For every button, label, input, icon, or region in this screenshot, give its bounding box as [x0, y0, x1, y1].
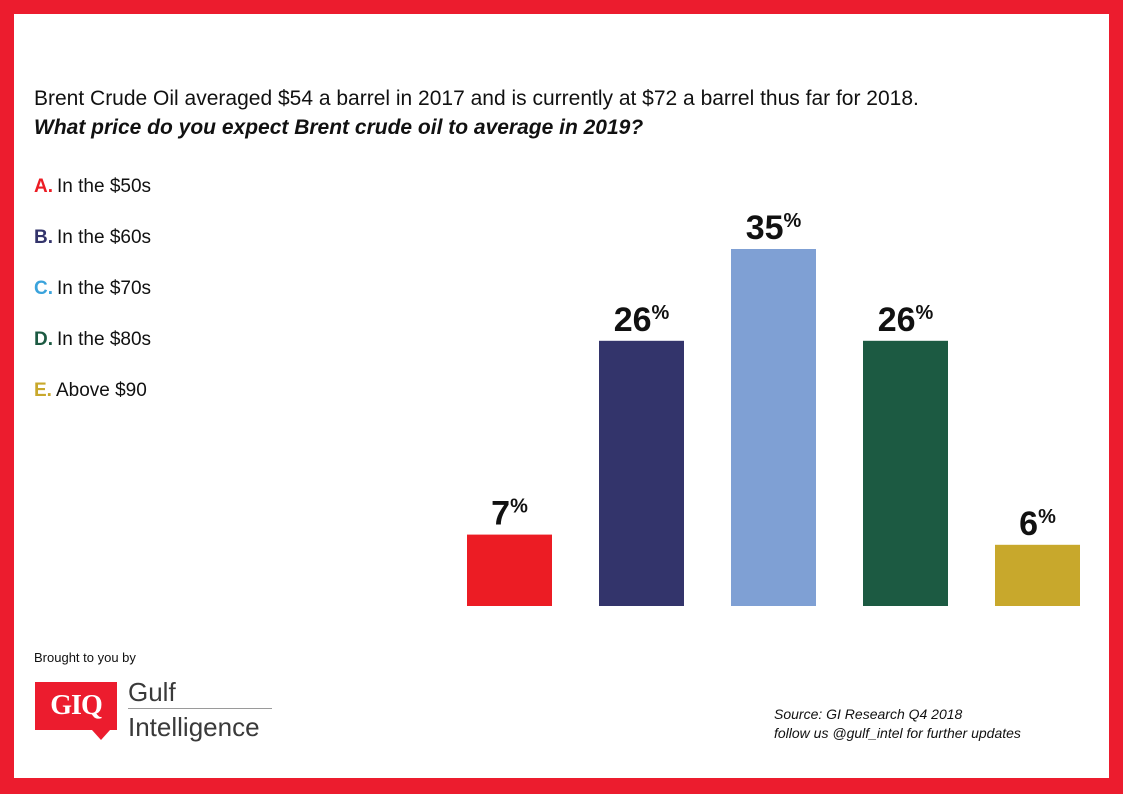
bar-value-label: 26% — [878, 301, 934, 339]
legend-item-c: C. In the $70s — [34, 278, 151, 329]
headline: Brent Crude Oil averaged $54 a barrel in… — [34, 84, 1074, 142]
legend-item-b: B. In the $60s — [34, 227, 151, 278]
legend-label: Above $90 — [55, 380, 147, 401]
legend-letter: E. — [34, 380, 52, 401]
bar-value-label: 7% — [491, 495, 528, 533]
logo-word-intelligence: Intelligence — [128, 712, 260, 742]
legend-label: In the $50s — [57, 176, 152, 197]
legend-letter: A. — [34, 176, 53, 197]
legend-item-a: A. In the $50s — [34, 176, 151, 227]
legend-item-d: D. In the $80s — [34, 329, 151, 380]
source-text: Source: GI Research Q4 2018 — [774, 706, 963, 722]
logo-speech-tail — [92, 730, 110, 740]
logo-word-gulf: Gulf — [128, 677, 176, 707]
legend: A. In the $50s B. In the $60s C. In the … — [34, 176, 151, 431]
bar-d — [863, 340, 948, 606]
bar-value-label: 35% — [746, 209, 802, 247]
bar-value-label: 26% — [614, 301, 670, 339]
legend-letter: D. — [34, 329, 53, 350]
legend-label: In the $60s — [57, 227, 152, 248]
bar-e — [995, 544, 1080, 606]
gulf-intelligence-logo: GIQ Gulf Intelligence — [34, 668, 294, 752]
legend-label: In the $80s — [57, 329, 152, 350]
legend-letter: C. — [34, 278, 53, 299]
headline-statement: Brent Crude Oil averaged $54 a barrel in… — [34, 87, 919, 110]
legend-item-e: E. Above $90 — [34, 380, 151, 431]
follow-text: follow us @gulf_intel for further update… — [774, 725, 1021, 741]
bar-b — [599, 340, 684, 606]
source-note: Source: GI Research Q4 2018 follow us @g… — [774, 705, 1021, 743]
giq-logo-mark: GIQ — [35, 682, 117, 730]
bar-c — [731, 249, 816, 606]
legend-label: In the $70s — [57, 278, 152, 299]
legend-letter: B. — [34, 227, 53, 248]
bar-value-label: 6% — [1019, 505, 1056, 543]
headline-question: What price do you expect Brent crude oil… — [34, 116, 644, 139]
logo-divider — [128, 708, 272, 709]
bar-a — [467, 534, 552, 606]
brought-by-text: Brought to you by — [34, 650, 136, 665]
